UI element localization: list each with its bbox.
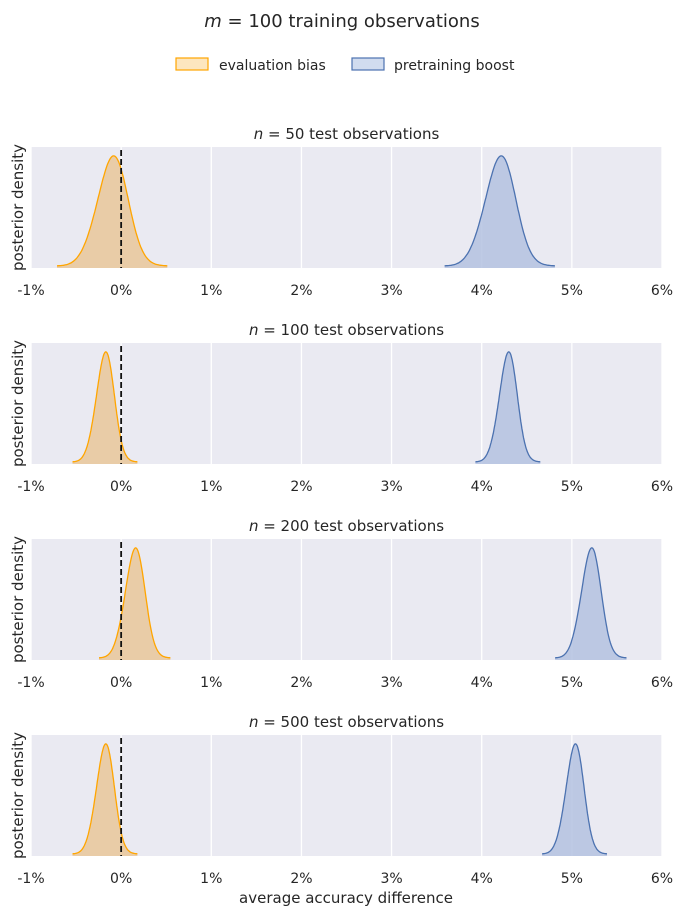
y-axis-label: posterior density	[9, 536, 27, 663]
figure-title: m = 100 training observations	[204, 11, 479, 32]
x-tick-label: 6%	[651, 675, 673, 691]
density-line-pretraining-boost	[542, 743, 607, 855]
x-tick-label: 6%	[651, 871, 673, 887]
x-tick-label: -1%	[17, 675, 44, 691]
x-tick-label: 5%	[561, 871, 583, 887]
density-line-pretraining-boost	[475, 351, 541, 463]
density-fill-pretraining-boost	[475, 351, 541, 464]
x-tick-label: -1%	[17, 871, 44, 887]
x-tick-label: 2%	[290, 479, 312, 495]
y-axis-label: posterior density	[9, 732, 27, 859]
panel-title: n = 50 test observations	[254, 125, 440, 143]
density-line-pretraining-boost	[555, 547, 627, 659]
x-tick-label: -1%	[17, 283, 44, 299]
panel-n100: n = 100 test observations -1% 0% 1% 2% 3% 4% 5%…	[9, 321, 673, 495]
x-tick-label: 4%	[471, 479, 493, 495]
density-fill-pretraining-boost	[444, 155, 555, 268]
x-tick-label: 0%	[110, 283, 132, 299]
panel-n200: n = 200 test observations -1% 0% 1% 2% 3% 4% 5%…	[9, 517, 673, 691]
panel-title-text: = 500 test observations	[258, 713, 444, 731]
x-tick-label: 4%	[471, 283, 493, 299]
figure-title-text: = 100 training observations	[222, 11, 480, 32]
x-tick-label: 4%	[471, 871, 493, 887]
x-tick-label: 5%	[561, 283, 583, 299]
x-tick-label: 2%	[290, 871, 312, 887]
x-tick-label: 2%	[290, 283, 312, 299]
x-tick-label: 3%	[380, 283, 402, 299]
panel-title-var: n	[254, 125, 264, 143]
density-fill-evaluation-bias	[57, 155, 168, 268]
x-tick-label: 5%	[561, 479, 583, 495]
x-tick-label: -1%	[17, 479, 44, 495]
panel-title: n = 200 test observations	[249, 517, 444, 535]
density-fill-evaluation-bias	[72, 743, 138, 856]
panel-n50: n = 50 test observations -1% 0% 1% 2% 3% 4% 5% 6…	[9, 125, 673, 299]
x-tick-label: 1%	[200, 871, 222, 887]
panel-n500: n = 500 test observations -1% 0% 1% 2% 3% 4% 5%…	[9, 713, 673, 887]
x-tick-label: 0%	[110, 675, 132, 691]
density-fill-evaluation-bias	[72, 351, 138, 464]
figure-title-var: m	[204, 11, 222, 32]
y-axis-label: posterior density	[9, 340, 27, 467]
x-tick-label: 1%	[200, 479, 222, 495]
density-line-evaluation-bias	[72, 743, 138, 855]
panel-title: n = 100 test observations	[249, 321, 444, 339]
panel-title-text: = 100 test observations	[258, 321, 444, 339]
x-tick-label: 3%	[380, 871, 402, 887]
density-fill-evaluation-bias	[99, 547, 171, 660]
panel-title: n = 500 test observations	[249, 713, 444, 731]
x-tick-label: 1%	[200, 283, 222, 299]
panel-title-text: = 50 test observations	[263, 125, 439, 143]
x-tick-label: 0%	[110, 871, 132, 887]
x-tick-label: 6%	[651, 479, 673, 495]
plot-area	[31, 343, 662, 464]
x-tick-label: 3%	[380, 479, 402, 495]
density-line-pretraining-boost	[444, 155, 555, 267]
x-tick-label: 0%	[110, 479, 132, 495]
panel-title-var: n	[249, 321, 259, 339]
density-line-evaluation-bias	[57, 155, 168, 267]
legend-swatch-evaluation-bias	[175, 57, 209, 71]
legend-label-pretraining-boost: pretraining boost	[394, 58, 515, 74]
x-axis-label: average accuracy difference	[239, 889, 453, 907]
legend-swatch-pretraining-boost	[351, 57, 385, 71]
x-tick-label: 4%	[471, 675, 493, 691]
legend-label-evaluation-bias: evaluation bias	[219, 58, 326, 74]
x-tick-label: 2%	[290, 675, 312, 691]
density-line-evaluation-bias	[99, 547, 171, 659]
density-fill-pretraining-boost	[555, 547, 627, 660]
x-tick-label: 1%	[200, 675, 222, 691]
density-fill-pretraining-boost	[542, 743, 607, 856]
density-line-evaluation-bias	[72, 351, 138, 463]
y-axis-label: posterior density	[9, 144, 27, 271]
legend: evaluation bias pretraining boost	[175, 57, 515, 74]
x-tick-label: 5%	[561, 675, 583, 691]
panel-title-var: n	[249, 517, 259, 535]
panel-title-text: = 200 test observations	[258, 517, 444, 535]
x-tick-label: 6%	[651, 283, 673, 299]
x-tick-label: 3%	[380, 675, 402, 691]
panel-title-var: n	[249, 713, 259, 731]
